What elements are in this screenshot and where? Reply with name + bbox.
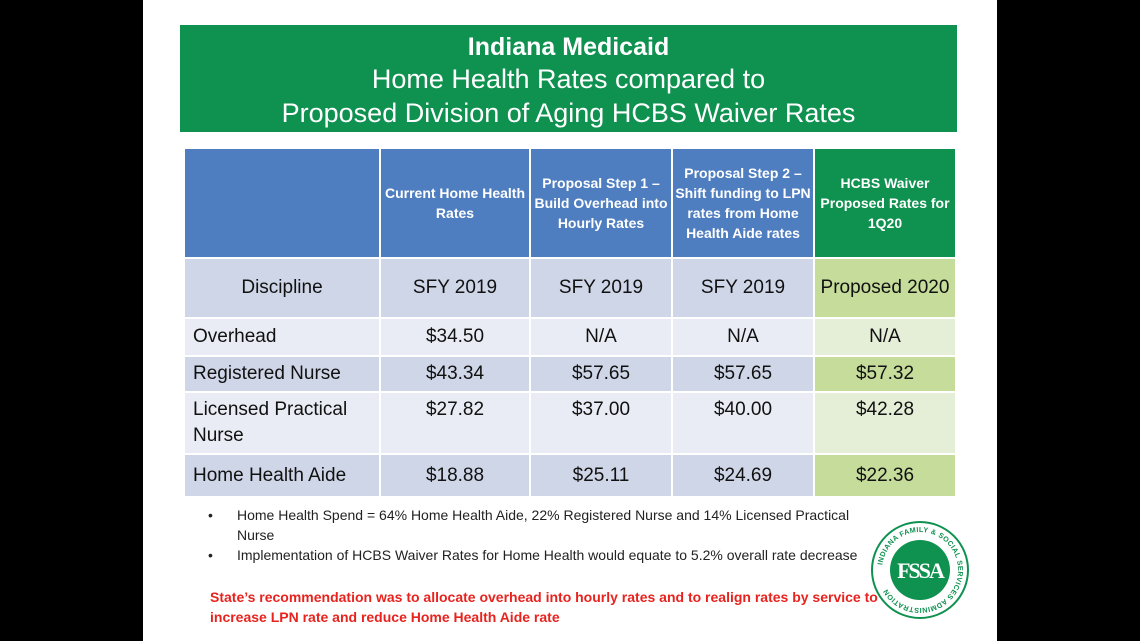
rates-table: Current Home Health Rates Proposal Step …	[183, 147, 957, 498]
table-cell: N/A	[529, 317, 673, 357]
fssa-logo: INDIANA FAMILY & SOCIAL SERVICES ADMINIS…	[870, 520, 970, 620]
bullet-dot: •	[208, 507, 213, 523]
table-cell: SFY 2019	[379, 257, 531, 319]
bullet-item: • Home Health Spend = 64% Home Health Ai…	[208, 505, 868, 545]
table-header-row: Current Home Health Rates Proposal Step …	[183, 147, 957, 259]
header-proposal-step-2: Proposal Step 2 – Shift funding to LPN r…	[671, 147, 815, 259]
svg-text:FSSA: FSSA	[897, 558, 945, 583]
table-cell: $37.00	[529, 391, 673, 455]
header-hcbs-waiver-rates: HCBS Waiver Proposed Rates for 1Q20	[813, 147, 957, 259]
title-subtitle-line-2: Proposed Division of Aging HCBS Waiver R…	[281, 98, 856, 128]
title-subtitle-line-1: Home Health Rates compared to	[371, 64, 766, 94]
title-main: Indiana Medicaid	[467, 33, 670, 61]
table-cell: Proposed 2020	[813, 257, 957, 319]
title-banner: Indiana Medicaid Home Health Rates compa…	[180, 25, 957, 132]
table-cell: $40.00	[671, 391, 815, 455]
header-current-home-health-rates: Current Home Health Rates	[379, 147, 531, 259]
table-row: Home Health Aide $18.88 $25.11 $24.69 $2…	[183, 453, 957, 498]
table-row: Registered Nurse $43.34 $57.65 $57.65 $5…	[183, 355, 957, 393]
slide: Indiana Medicaid Home Health Rates compa…	[143, 0, 997, 641]
table-row: Licensed Practical Nurse $27.82 $37.00 $…	[183, 391, 957, 455]
table-cell: $25.11	[529, 453, 673, 498]
bullet-dot: •	[208, 547, 213, 563]
table-cell: $24.69	[671, 453, 815, 498]
bullet-text: Implementation of HCBS Waiver Rates for …	[237, 547, 858, 563]
table-cell: $27.82	[379, 391, 531, 455]
table-cell: $57.65	[529, 355, 673, 393]
row-label-home-health-aide: Home Health Aide	[183, 453, 381, 498]
header-proposal-step-1: Proposal Step 1 – Build Overhead into Ho…	[529, 147, 673, 259]
row-label-overhead: Overhead	[183, 317, 381, 357]
table-cell: $57.32	[813, 355, 957, 393]
bullet-text: Home Health Spend = 64% Home Health Aide…	[237, 507, 850, 543]
table-cell: $22.36	[813, 453, 957, 498]
table-row: Discipline SFY 2019 SFY 2019 SFY 2019 Pr…	[183, 257, 957, 319]
table-cell: $18.88	[379, 453, 531, 498]
recommendation-note: State’s recommendation was to allocate o…	[210, 589, 878, 625]
row-label-registered-nurse: Registered Nurse	[183, 355, 381, 393]
table-cell: $57.65	[671, 355, 815, 393]
table-cell: N/A	[813, 317, 957, 357]
row-label-discipline: Discipline	[183, 257, 381, 319]
table-cell: N/A	[671, 317, 815, 357]
table-cell: SFY 2019	[671, 257, 815, 319]
fssa-seal-icon: INDIANA FAMILY & SOCIAL SERVICES ADMINIS…	[871, 521, 969, 619]
table-cell: $43.34	[379, 355, 531, 393]
header-cell-empty	[183, 147, 381, 259]
table-row: Overhead $34.50 N/A N/A N/A	[183, 317, 957, 357]
bullet-item: • Implementation of HCBS Waiver Rates fo…	[208, 545, 868, 565]
table-cell: SFY 2019	[529, 257, 673, 319]
row-label-licensed-practical-nurse: Licensed Practical Nurse	[183, 391, 381, 455]
bullet-list: • Home Health Spend = 64% Home Health Ai…	[208, 505, 868, 565]
table-cell: $34.50	[379, 317, 531, 357]
table-cell: $42.28	[813, 391, 957, 455]
